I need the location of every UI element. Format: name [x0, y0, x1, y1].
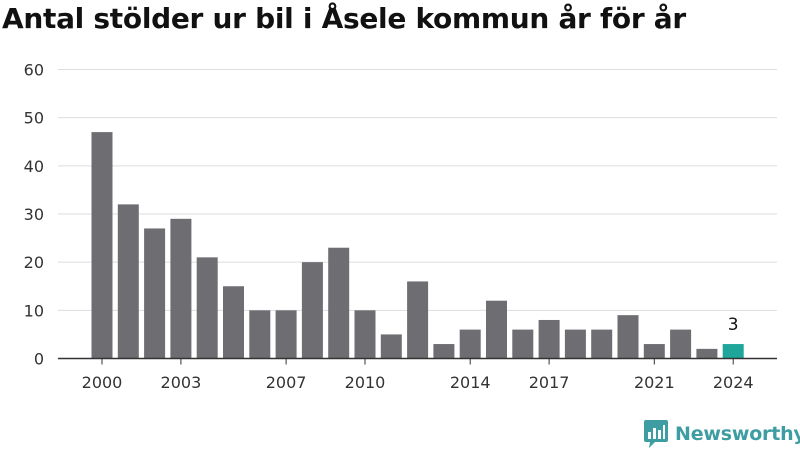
bar [328, 247, 350, 359]
brand-logo: Newsworthy [643, 419, 800, 449]
y-tick-label: 60 [24, 61, 44, 80]
chart-title: Antal stölder ur bil i Åsele kommun år f… [2, 2, 686, 35]
y-tick-label: 10 [24, 301, 44, 320]
bar [512, 329, 534, 359]
bar [433, 344, 455, 359]
x-tick-label: 2003 [161, 373, 202, 392]
highlight-bar [722, 344, 744, 359]
bar [538, 319, 560, 359]
bar [144, 228, 166, 359]
bar [117, 204, 139, 359]
y-tick-label: 20 [24, 253, 44, 272]
bar [617, 315, 639, 359]
bar [354, 310, 376, 359]
bar [591, 329, 613, 359]
newsworthy-logo-icon [644, 420, 668, 448]
x-tick-label: 2021 [634, 373, 675, 392]
y-tick-label: 30 [24, 205, 44, 224]
x-tick-label: 2014 [450, 373, 491, 392]
x-tick-label: 2010 [345, 373, 386, 392]
bar [170, 218, 192, 359]
bar [301, 262, 323, 359]
x-tick-label: 2000 [82, 373, 123, 392]
bar [196, 257, 218, 359]
bar [486, 300, 507, 359]
bar [407, 281, 429, 359]
x-tick-label: 2007 [266, 373, 307, 392]
x-tick-label: 2017 [529, 373, 570, 392]
bar [643, 344, 665, 359]
bar [275, 310, 297, 359]
bar [380, 334, 402, 359]
bar [459, 329, 481, 359]
y-tick-label: 50 [24, 109, 44, 128]
bar [249, 310, 271, 359]
bar [696, 348, 718, 359]
bar [223, 286, 244, 359]
bar [670, 329, 692, 359]
y-tick-label: 40 [24, 157, 44, 176]
brand-name: Newsworthy [675, 423, 800, 445]
x-tick-label: 2024 [713, 373, 754, 392]
highlight-value-label: 3 [728, 315, 739, 335]
bar [564, 329, 586, 359]
bar [91, 132, 113, 359]
y-tick-label: 0 [34, 350, 44, 369]
